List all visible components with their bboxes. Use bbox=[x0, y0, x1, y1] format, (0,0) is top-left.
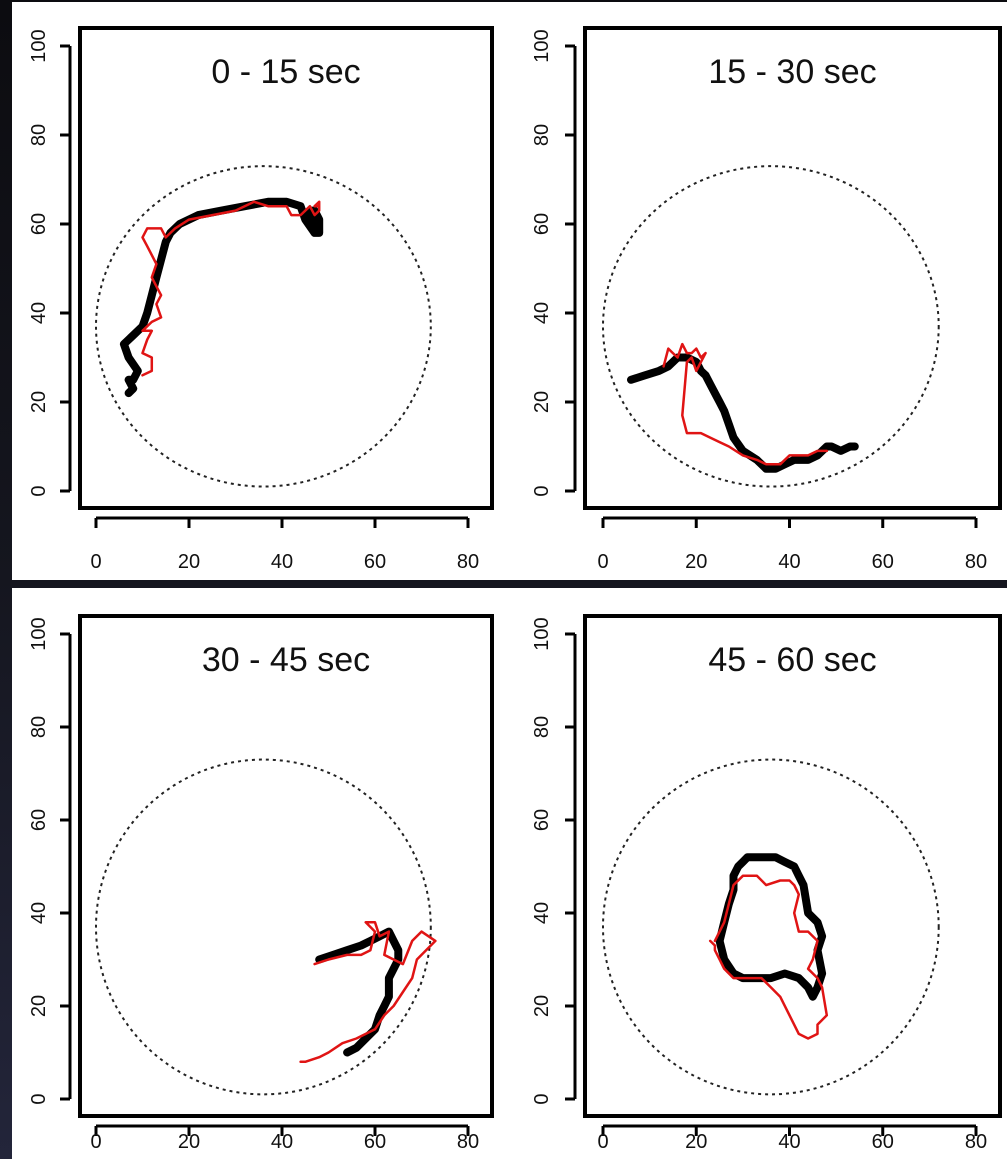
y-tick-label: 20 bbox=[28, 995, 50, 1017]
y-tick-label: 40 bbox=[28, 902, 50, 924]
x-tick-label: 40 bbox=[271, 551, 293, 573]
y-tick-label: 20 bbox=[531, 995, 553, 1017]
y-tick-label: 0 bbox=[28, 485, 50, 496]
y-tick-label: 80 bbox=[28, 124, 50, 146]
panel-1: 0 20 40 60 80 0 20 40 60 80 100 0 - 15 sec bbox=[28, 26, 494, 573]
estimated-trajectory bbox=[662, 342, 829, 466]
arena-circle bbox=[95, 758, 432, 1096]
panel-bg-bottom bbox=[12, 588, 1007, 1159]
plot-frame bbox=[78, 614, 494, 1118]
plot-frame bbox=[78, 26, 494, 510]
y-tick-label: 40 bbox=[531, 902, 553, 924]
arena-circle bbox=[95, 165, 432, 488]
x-tick-label: 80 bbox=[457, 1131, 479, 1153]
y-tick-label: 0 bbox=[531, 485, 553, 496]
x-tick-label: 20 bbox=[685, 551, 707, 573]
panel-4: 0 20 40 60 80 0 20 40 60 80 100 45 - 60 sec bbox=[531, 614, 1002, 1153]
x-tick-label: 60 bbox=[364, 1131, 386, 1153]
x-tick-label: 40 bbox=[778, 1131, 800, 1153]
y-tick-label: 80 bbox=[531, 124, 553, 146]
y-tick-label: 100 bbox=[531, 29, 553, 62]
y-tick-label: 80 bbox=[531, 716, 553, 738]
x-tick-label: 0 bbox=[90, 551, 101, 573]
estimated-trajectory bbox=[299, 921, 437, 1064]
arena-circle bbox=[602, 165, 940, 488]
y-tick-label: 100 bbox=[531, 617, 553, 650]
x-tick-label: 80 bbox=[457, 551, 479, 573]
arena-circle bbox=[602, 758, 940, 1096]
x-tick-label: 40 bbox=[271, 1131, 293, 1153]
estimated-trajectory bbox=[141, 200, 321, 377]
y-tick-label: 40 bbox=[28, 302, 50, 324]
x-tick-label: 20 bbox=[178, 551, 200, 573]
true-trajectory bbox=[119, 197, 324, 398]
x-tick-label: 0 bbox=[597, 1131, 608, 1153]
x-tick-label: 60 bbox=[872, 1131, 894, 1153]
plot-frame bbox=[583, 26, 1002, 510]
panel-2: 0 20 40 60 80 0 20 40 60 80 100 15 - 30 sec bbox=[531, 26, 1002, 573]
x-tick-label: 20 bbox=[685, 1131, 707, 1153]
y-tick-label: 60 bbox=[531, 809, 553, 831]
x-tick-label: 80 bbox=[965, 551, 987, 573]
y-tick-label: 40 bbox=[531, 302, 553, 324]
panel-title: 30 - 45 sec bbox=[202, 641, 370, 679]
y-tick-label: 60 bbox=[28, 213, 50, 235]
x-tick-label: 80 bbox=[965, 1131, 987, 1153]
y-tick-label: 20 bbox=[28, 391, 50, 413]
panel-title: 45 - 60 sec bbox=[708, 641, 876, 679]
plot-frame bbox=[583, 614, 1002, 1118]
panel-bg-top bbox=[12, 2, 1007, 580]
true-trajectory bbox=[715, 853, 827, 1001]
x-tick-label: 40 bbox=[778, 551, 800, 573]
y-tick-label: 60 bbox=[531, 213, 553, 235]
y-tick-label: 0 bbox=[531, 1093, 553, 1104]
y-tick-label: 60 bbox=[28, 809, 50, 831]
panel-3: 0 20 40 60 80 0 20 40 60 80 100 30 - 45 sec bbox=[28, 614, 494, 1153]
y-tick-label: 100 bbox=[28, 29, 50, 62]
y-tick-label: 20 bbox=[531, 391, 553, 413]
estimated-trajectory bbox=[708, 874, 829, 1040]
x-tick-label: 20 bbox=[178, 1131, 200, 1153]
y-tick-label: 80 bbox=[28, 716, 50, 738]
y-tick-label: 0 bbox=[28, 1093, 50, 1104]
x-tick-label: 60 bbox=[364, 551, 386, 573]
panel-title: 15 - 30 sec bbox=[708, 53, 876, 91]
panel-title: 0 - 15 sec bbox=[211, 53, 360, 91]
x-tick-label: 0 bbox=[597, 551, 608, 573]
y-tick-label: 100 bbox=[28, 617, 50, 650]
x-tick-label: 60 bbox=[872, 551, 894, 573]
x-tick-label: 0 bbox=[90, 1131, 101, 1153]
